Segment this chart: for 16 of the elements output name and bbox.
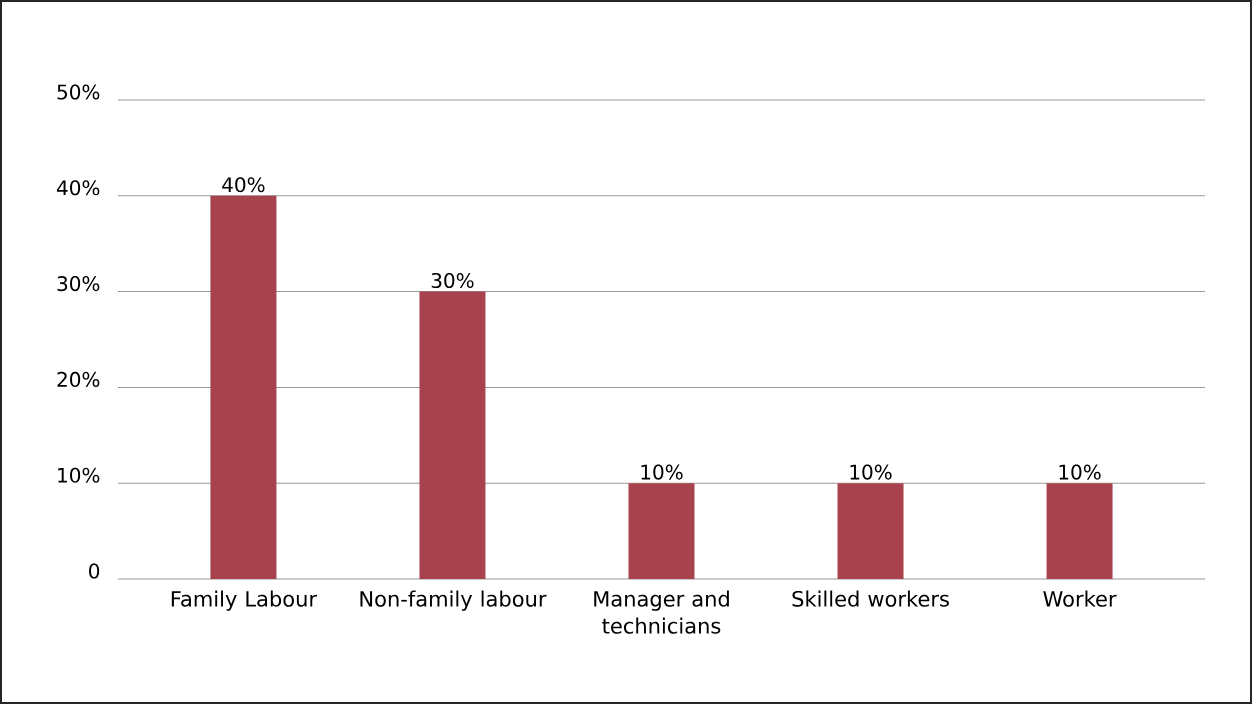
- data-label: 10%: [850, 464, 892, 480]
- y-tick-label: 30%: [57, 276, 100, 292]
- x-tick-label: Worker: [1043, 590, 1117, 607]
- data-label: 40%: [222, 177, 265, 193]
- data-label: 10%: [1059, 464, 1101, 480]
- x-tick-label: Skilled workers: [792, 590, 949, 607]
- y-tick-label: 10%: [58, 467, 100, 483]
- y-tick-label: 0: [89, 563, 100, 579]
- x-tick-label: Non-family labour: [360, 590, 547, 611]
- x-tick-label: Family Labour: [171, 590, 318, 611]
- y-tick-label: 40%: [56, 180, 100, 196]
- y-tick-label: 50%: [57, 84, 100, 100]
- data-label: 30%: [431, 272, 474, 289]
- y-tick-label: 20%: [57, 371, 100, 387]
- x-tick-label: Manager and technicians: [594, 590, 729, 634]
- data-label: 10%: [641, 464, 683, 480]
